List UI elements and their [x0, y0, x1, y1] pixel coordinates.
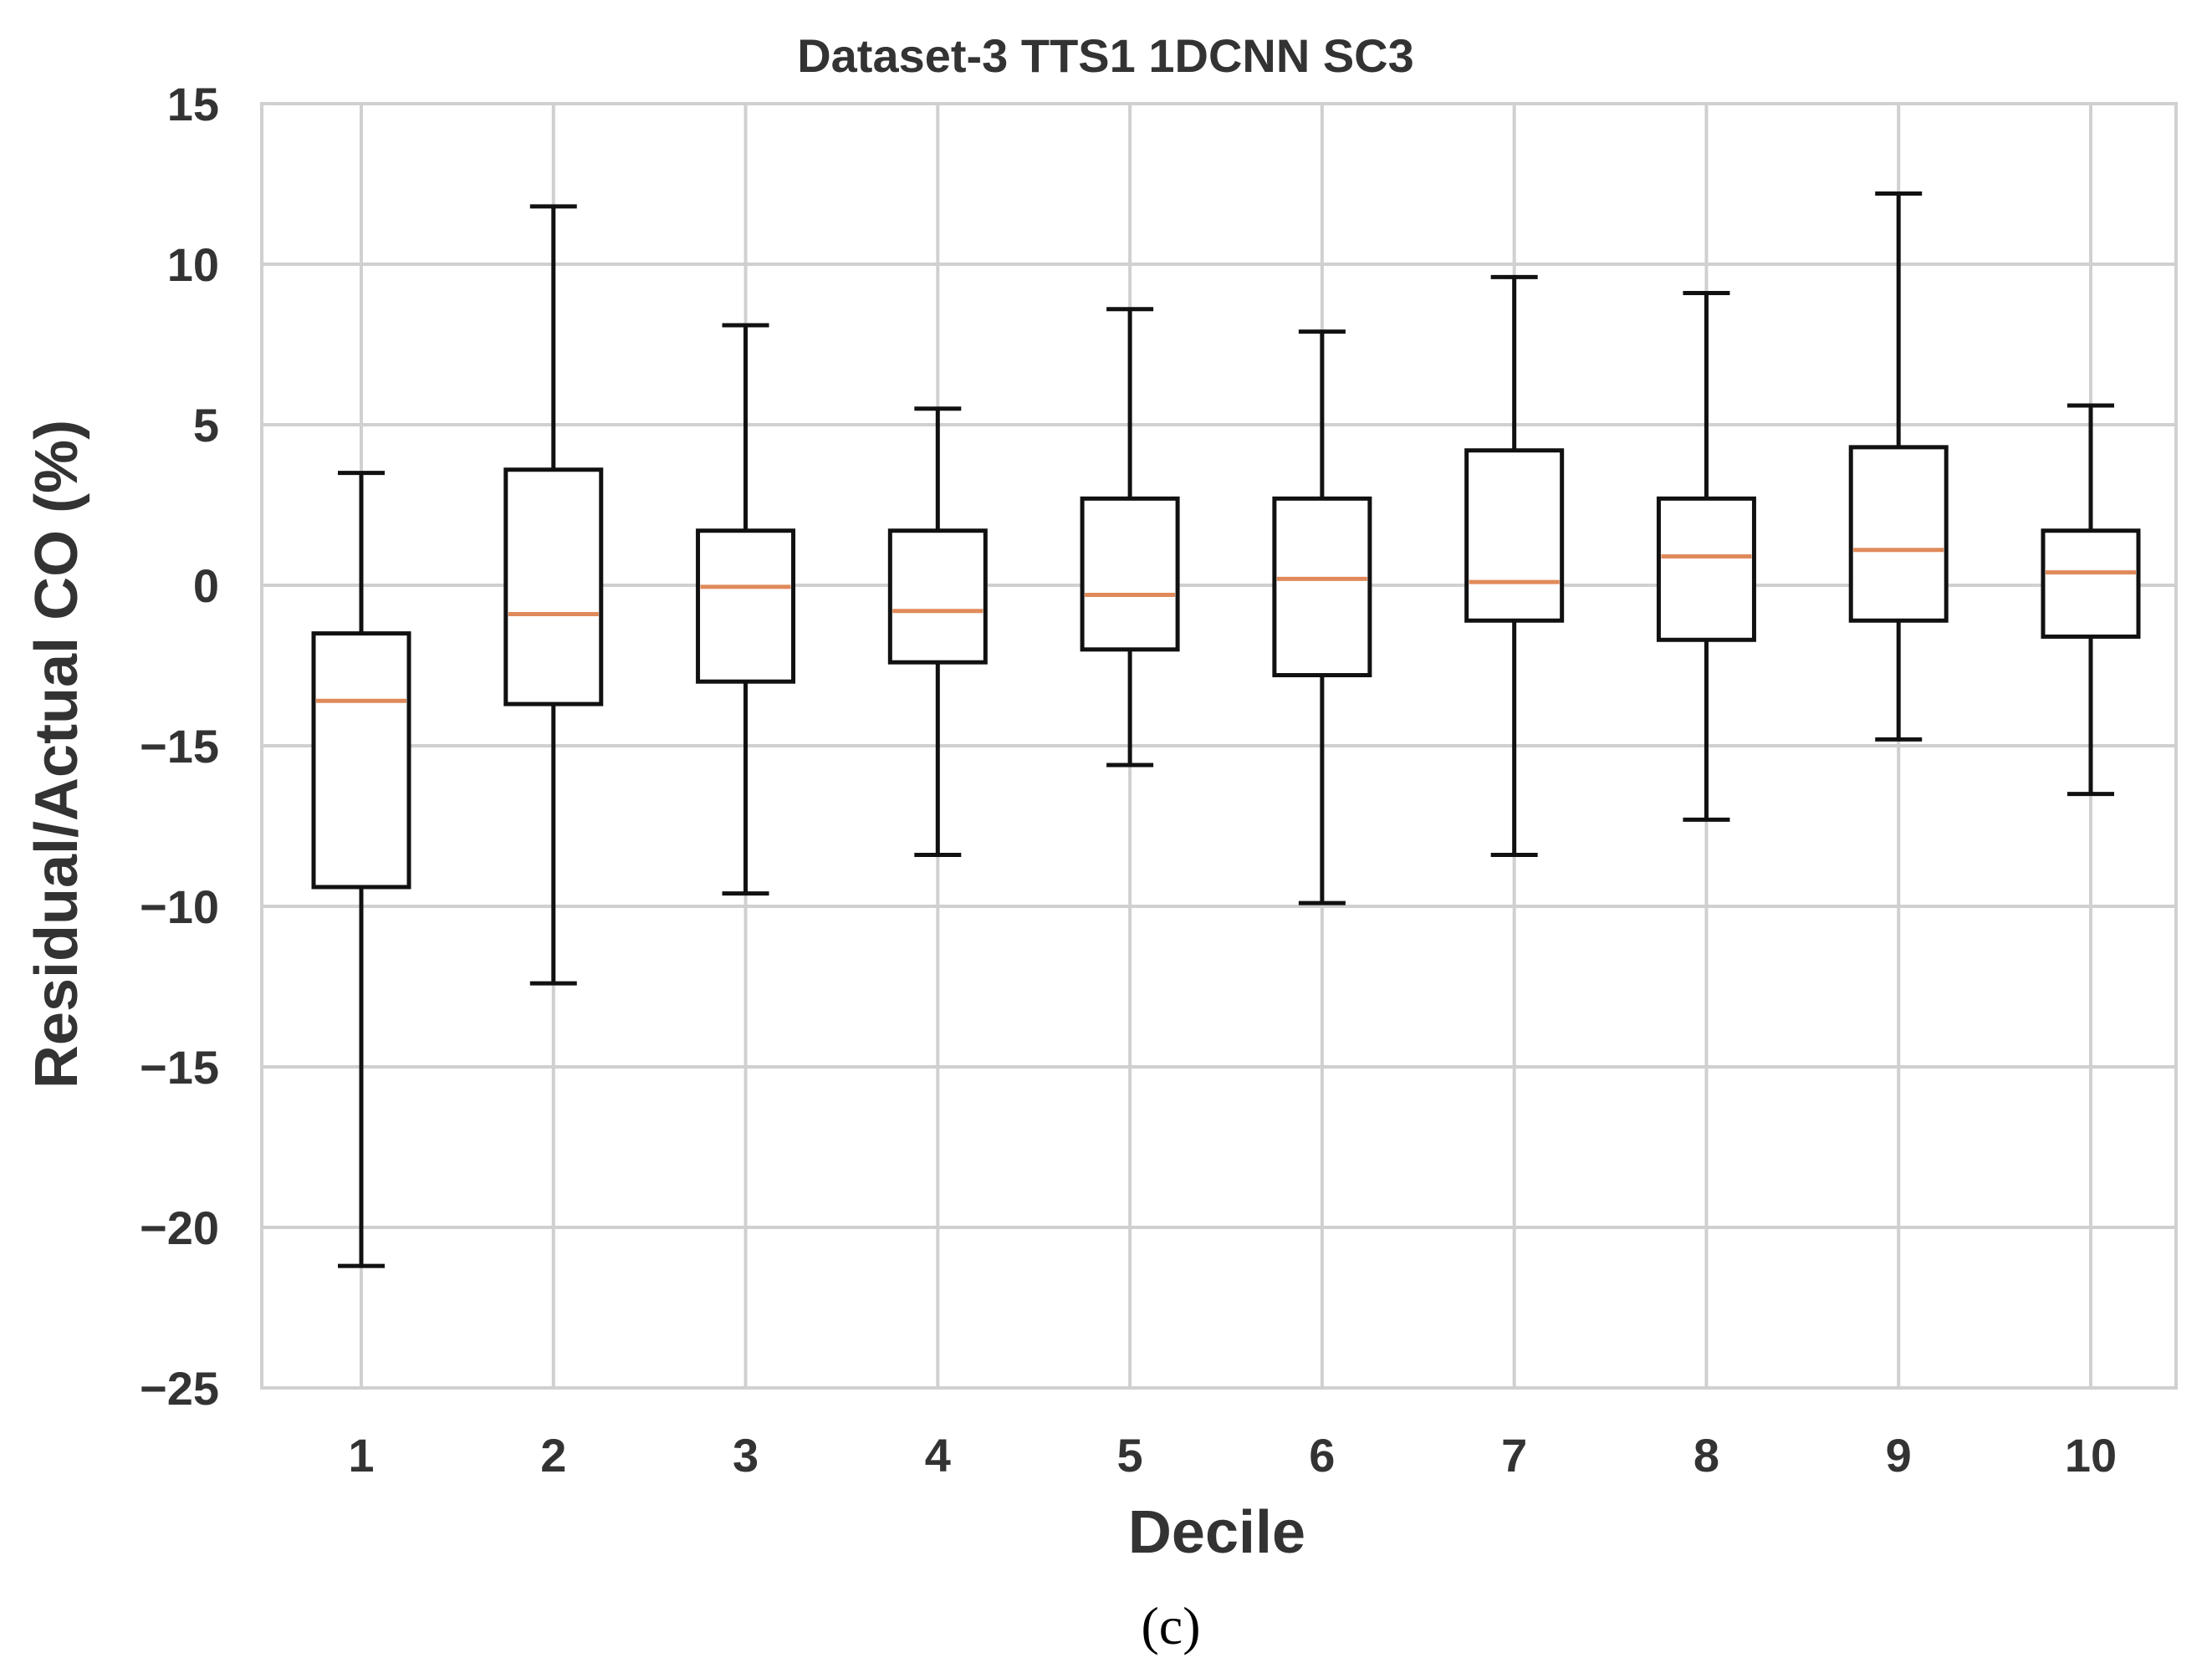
box-decile-1 — [311, 471, 411, 1268]
y-tick-label: −15 — [140, 720, 219, 773]
box-decile-6 — [1272, 329, 1372, 905]
x-axis-label: Decile — [1128, 1499, 1305, 1566]
box-decile-10 — [2041, 403, 2141, 797]
y-tick-labels: 15 10 5 0 −15 −10 −15 −20 −25 — [140, 78, 219, 1415]
box-decile-4 — [887, 406, 988, 858]
x-tick-label: 9 — [1886, 1429, 1912, 1482]
iqr-box — [503, 467, 604, 706]
box-decile-9 — [1848, 191, 1949, 742]
x-tick-label: 8 — [1693, 1429, 1719, 1482]
y-axis-label: Residual/Actual CO (%) — [23, 420, 90, 1089]
iqr-box — [311, 631, 411, 890]
iqr-box — [696, 528, 796, 684]
iqr-box — [1656, 496, 1756, 642]
x-tick-label: 5 — [1117, 1429, 1143, 1482]
plot-frame — [260, 102, 2178, 1390]
iqr-box — [1080, 496, 1180, 652]
iqr-box — [1848, 445, 1949, 623]
boxes — [311, 191, 2141, 1268]
y-tick-label: −15 — [140, 1041, 219, 1094]
iqr-box — [1464, 448, 1565, 623]
y-tick-label: 0 — [193, 559, 219, 612]
x-tick-label: 4 — [925, 1429, 951, 1482]
y-tick-label: −20 — [140, 1201, 219, 1254]
x-tick-label: 1 — [348, 1429, 374, 1482]
box-decile-7 — [1464, 274, 1565, 858]
y-tick-label: 10 — [167, 238, 219, 291]
y-tick-label: −10 — [140, 880, 219, 933]
x-tick-label: 7 — [1501, 1429, 1527, 1482]
x-tick-label: 3 — [733, 1429, 759, 1482]
x-tick-labels: 1 2 3 4 5 6 7 8 9 10 — [348, 1429, 2117, 1482]
box-decile-3 — [696, 323, 796, 896]
x-tick-label: 2 — [540, 1429, 566, 1482]
iqr-box — [1272, 496, 1372, 678]
box-decile-2 — [503, 204, 604, 986]
box-decile-8 — [1656, 291, 1756, 822]
y-tick-label: −25 — [140, 1362, 219, 1415]
iqr-box — [2041, 528, 2141, 639]
iqr-box — [887, 528, 988, 665]
y-tick-label: 15 — [167, 78, 219, 130]
x-tick-label: 6 — [1309, 1429, 1335, 1482]
x-tick-label: 10 — [2065, 1429, 2117, 1482]
chart-title: Dataset-3 TTS1 1DCNN SC3 — [797, 29, 1414, 82]
box-decile-5 — [1080, 307, 1180, 768]
figure-caption: (c) — [1141, 1596, 1200, 1655]
y-tick-label: 5 — [193, 399, 219, 451]
